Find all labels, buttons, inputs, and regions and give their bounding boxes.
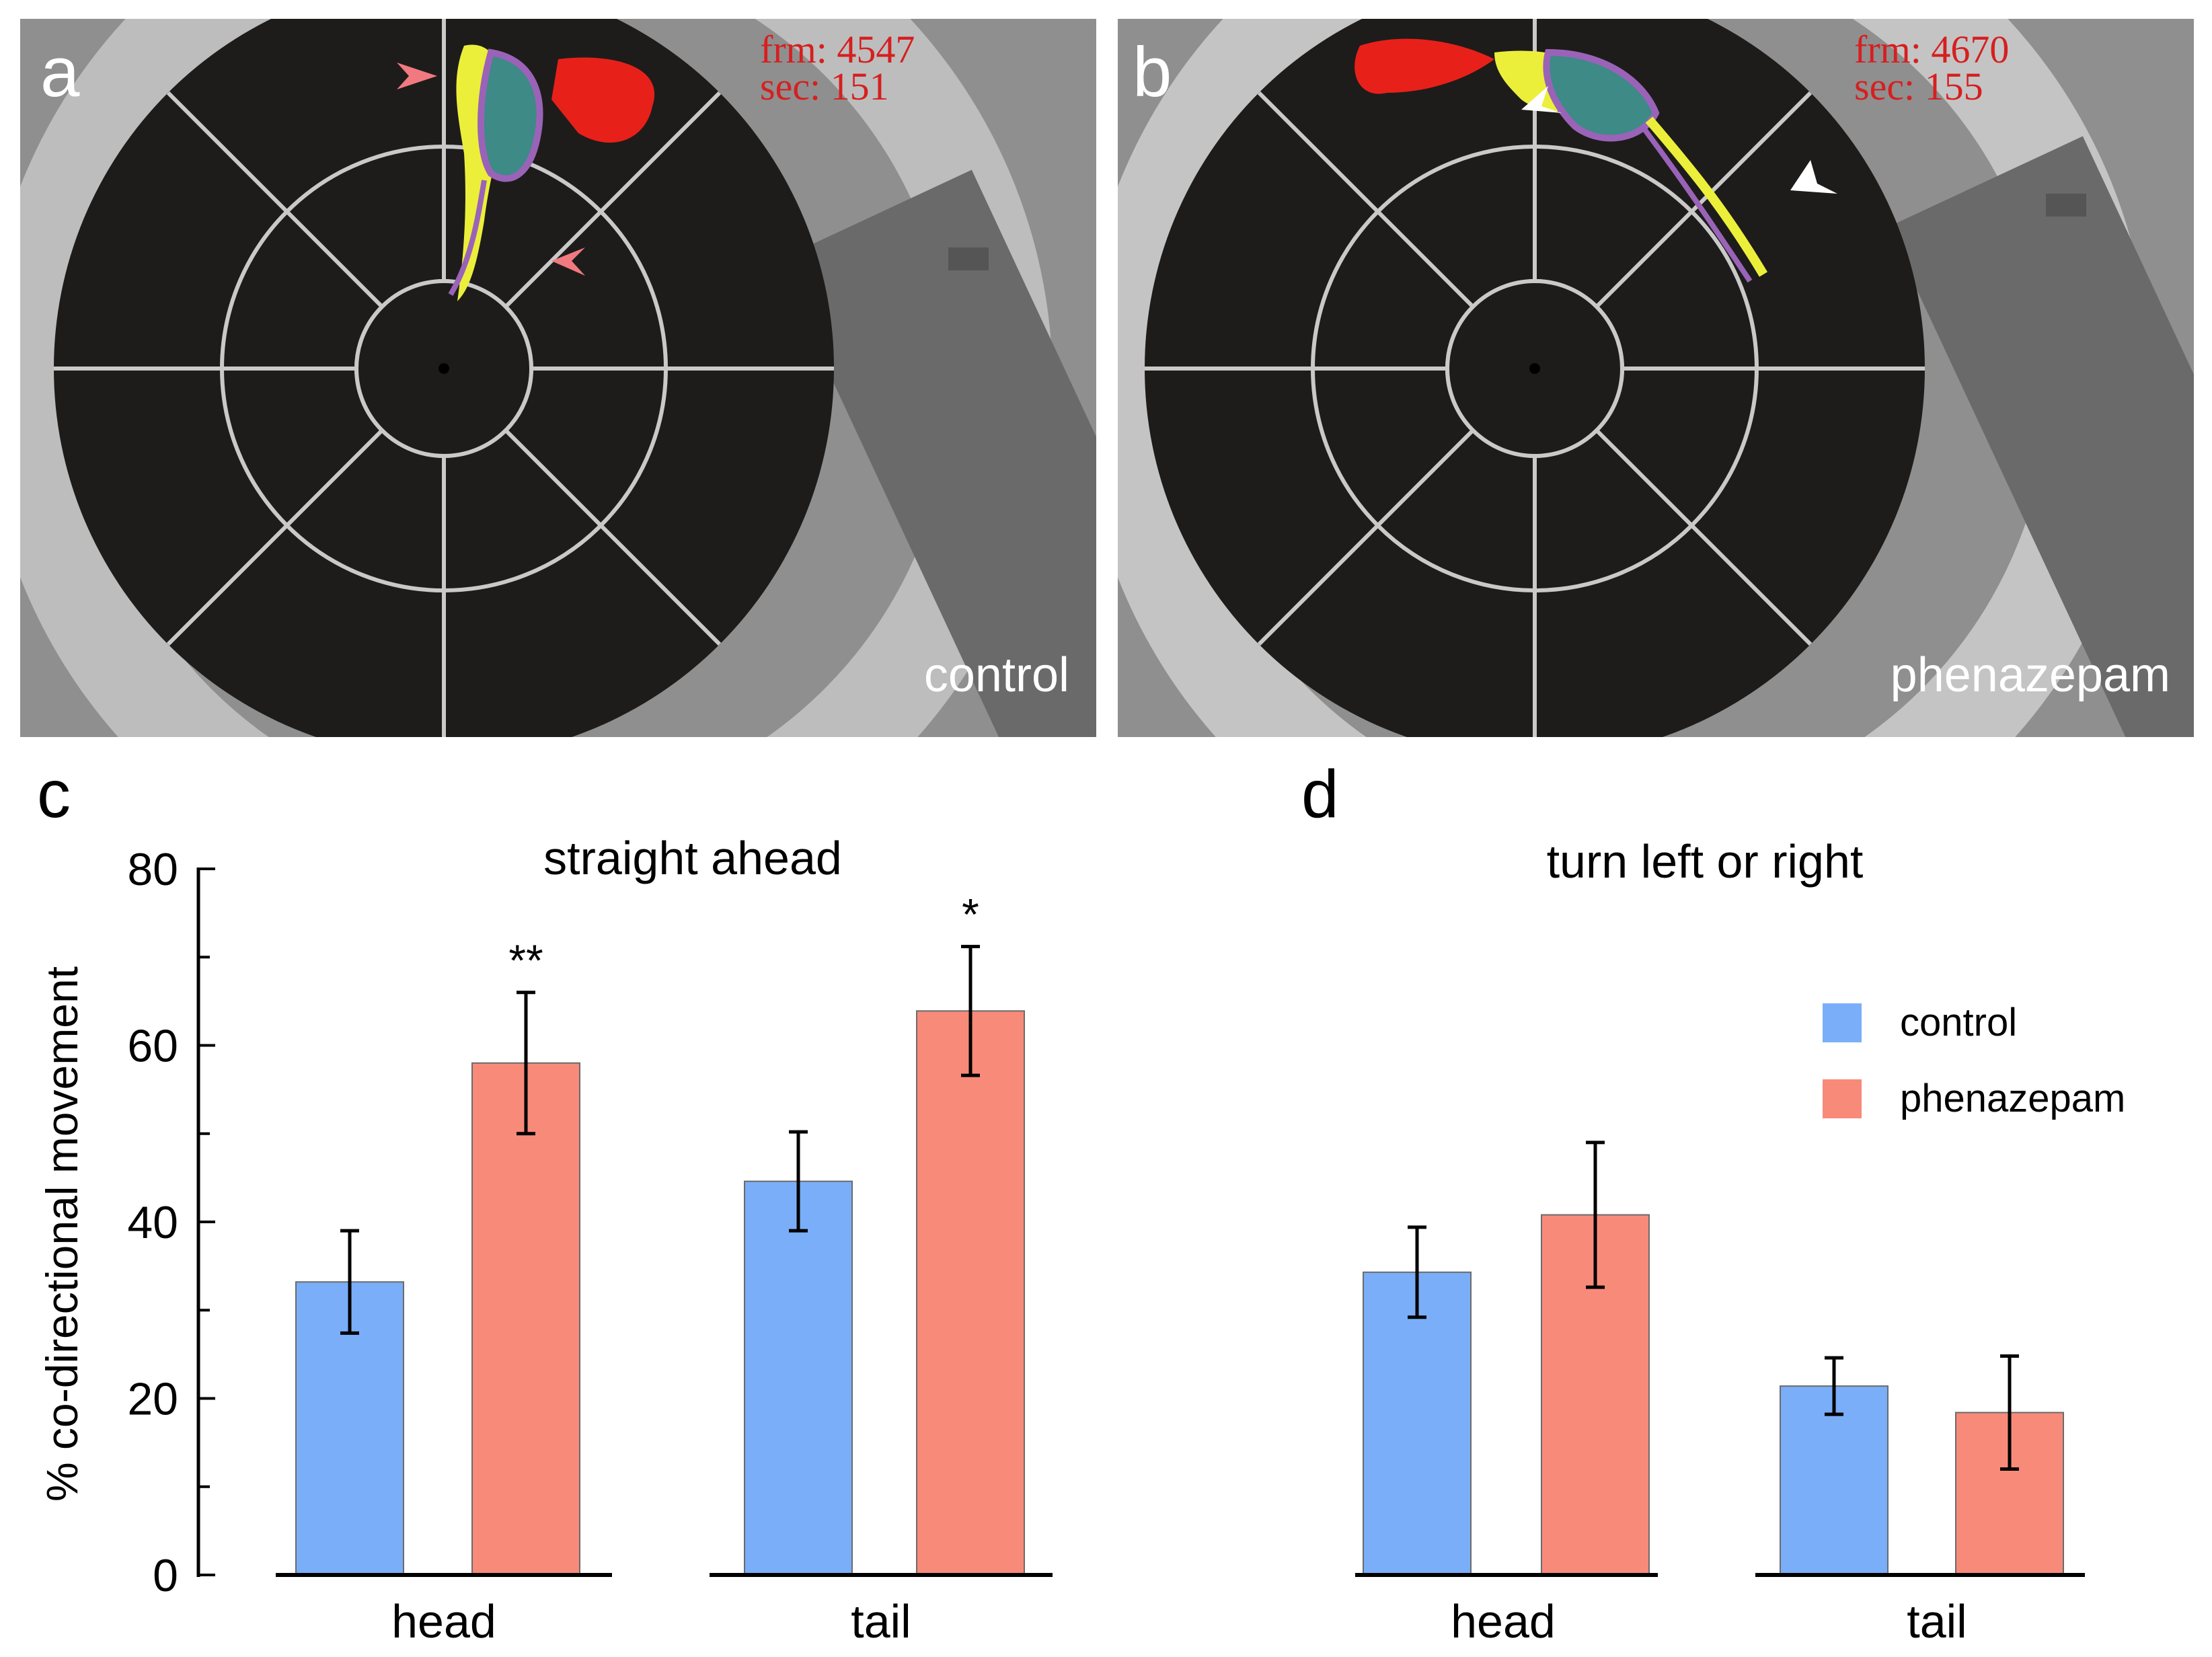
legend-label-control: control — [1900, 1001, 2017, 1044]
photo-panel-a: a frm: 4547 sec: 151 control — [20, 19, 1096, 737]
rat-tracking-overlay — [1355, 38, 1768, 283]
track-shadow — [776, 169, 1096, 737]
chart-c-bar-tail-phenazepam — [916, 1010, 1025, 1576]
chart-c-bar-head-phenazepam — [471, 1062, 580, 1576]
arrow-top — [397, 63, 437, 89]
panel-letter: b — [1133, 33, 1172, 112]
chart-c-xtick-head: head — [391, 1595, 496, 1648]
frame-readout: frm: 4547 — [760, 28, 915, 71]
chart-c-xtick-tail: tail — [851, 1595, 911, 1648]
rat-tracking-overlay — [448, 44, 655, 301]
legend: control phenazepam — [1823, 1001, 2125, 1120]
chart-c-bar-tail-control — [744, 1180, 853, 1576]
bar-charts: c straight ahead % co-directional moveme… — [37, 757, 2125, 1648]
chart-d-xtick-head: head — [1451, 1595, 1556, 1648]
legend-swatch-control — [1823, 1003, 1862, 1042]
chart-d: d turn left or right head tail control p… — [1301, 757, 2125, 1648]
chart-c-significance-head: ** — [508, 935, 543, 985]
arrow-bottom — [551, 247, 585, 276]
chart-c-ytick-label: 40 — [127, 1197, 178, 1248]
chart-c-ytick-label: 60 — [127, 1021, 178, 1072]
chart-c-ytick-label: 0 — [153, 1550, 178, 1601]
panel-letter-c: c — [37, 757, 71, 832]
condition-label: phenazepam — [1891, 648, 2170, 702]
chart-c-ytick-label: 20 — [127, 1374, 178, 1425]
panel-letter: a — [40, 33, 80, 112]
seconds-readout: sec: 155 — [1854, 65, 1983, 108]
mount-bracket — [948, 247, 989, 270]
chart-c-ylabel: % co-directional movement — [37, 966, 87, 1502]
chart-c-significance-tail: * — [962, 890, 979, 939]
center-hole — [1529, 363, 1540, 374]
legend-swatch-phenazepam — [1823, 1079, 1862, 1118]
frame-readout: frm: 4670 — [1854, 28, 2009, 71]
arrow-left — [1521, 86, 1562, 113]
arrow-right — [1790, 160, 1837, 194]
seconds-readout: sec: 151 — [760, 65, 889, 108]
chart-c-title: straight ahead — [543, 832, 842, 884]
chart-c-ytick-label: 80 — [127, 844, 178, 895]
center-hole — [438, 363, 449, 374]
legend-label-phenazepam: phenazepam — [1900, 1077, 2125, 1120]
track-shadow — [1887, 136, 2194, 737]
photo-panel-b: b frm: 4670 sec: 155 phenazepam — [1118, 19, 2194, 737]
chart-c: c straight ahead % co-directional moveme… — [37, 757, 1053, 1648]
chart-d-xtick-tail: tail — [1907, 1595, 1967, 1648]
mount-bracket — [2046, 194, 2086, 217]
chart-d-title: turn left or right — [1547, 835, 1864, 888]
condition-label: control — [924, 648, 1069, 702]
panel-letter-d: d — [1301, 757, 1339, 832]
